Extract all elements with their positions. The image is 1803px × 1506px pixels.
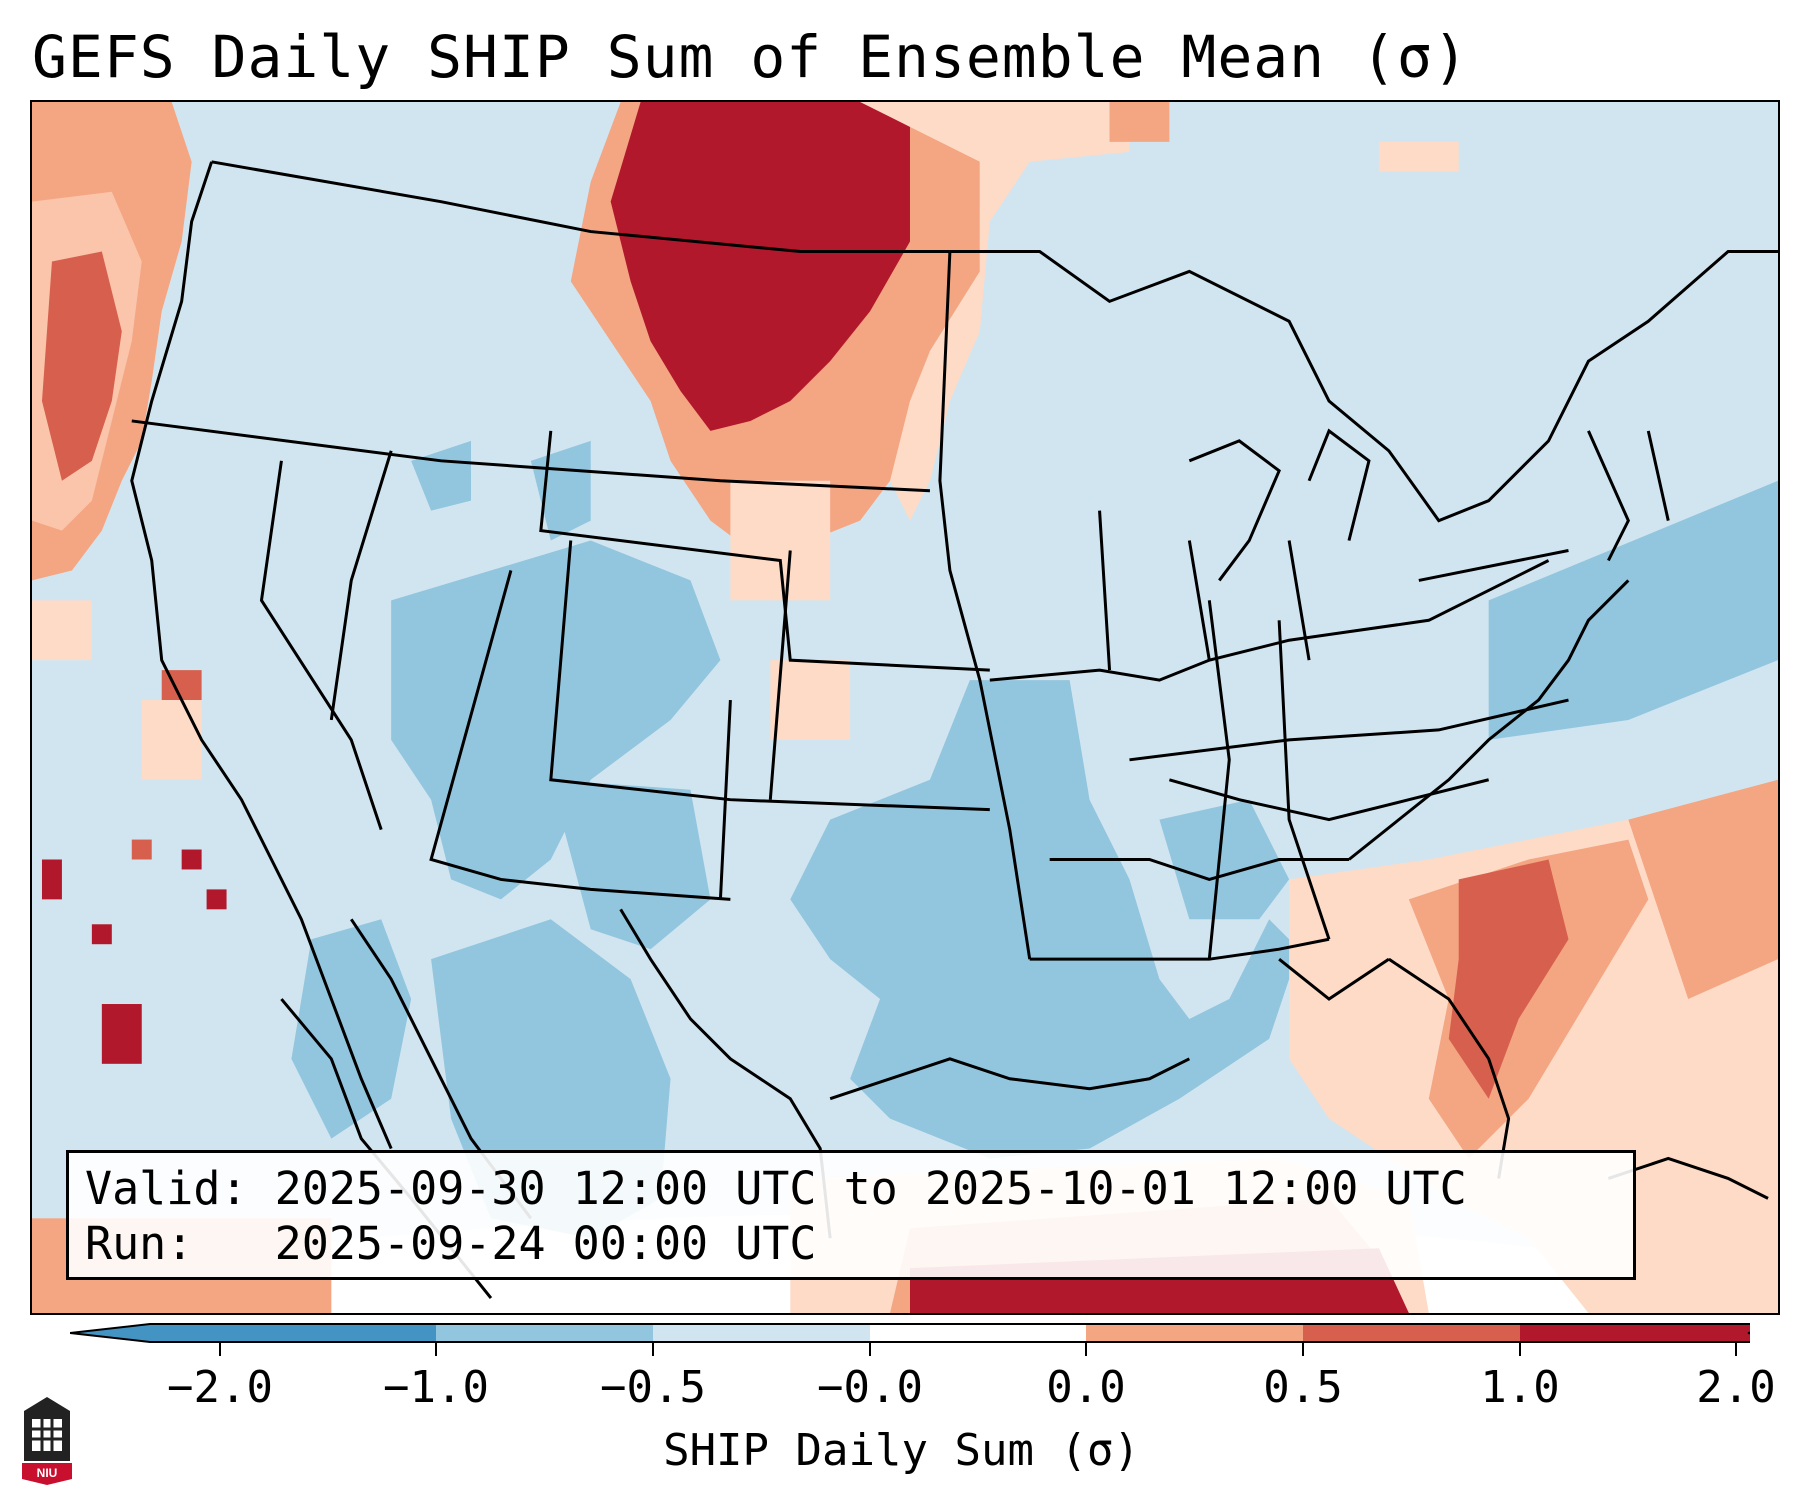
colorbar-extend-low: [70, 1324, 150, 1342]
niu-logo-text: NIU: [37, 1466, 58, 1480]
valid-run-info-box: Valid: 2025-09-30 12:00 UTC to 2025-10-0…: [66, 1150, 1636, 1280]
state-boundaries: [130, 160, 1778, 1239]
colorbar-tick-label: −0.0: [817, 1362, 923, 1413]
colorbar-tick-label: −2.0: [167, 1362, 273, 1413]
colorbar-label: SHIP Daily Sum (σ): [663, 1425, 1140, 1476]
colorbar-tick-label: 0.0: [1046, 1362, 1126, 1413]
map-panel: [30, 100, 1780, 1315]
map-canvas: [32, 102, 1778, 1313]
niu-logo-banner: [22, 1463, 72, 1485]
valid-time-text: Valid: 2025-09-30 12:00 UTC to 2025-10-0…: [85, 1162, 1467, 1215]
run-time-text: Run: 2025-09-24 00:00 UTC: [85, 1217, 817, 1270]
colorbar-outline: [70, 1323, 1750, 1343]
colorbar-tick-label: −0.5: [600, 1362, 706, 1413]
south-central-negative-anomaly: [790, 480, 1778, 1229]
colorbar: [70, 1323, 1750, 1356]
colorbar-extend-low-body: [150, 1324, 220, 1342]
colorbar-tick-label: −1.0: [383, 1362, 489, 1413]
colorbar-segment: [1086, 1324, 1303, 1342]
colorbar-tick-label: 1.0: [1480, 1362, 1560, 1413]
colorbar-extend-high-body: [1736, 1324, 1750, 1342]
colorbar-segment: [1520, 1324, 1736, 1342]
colorbar-segment: [1303, 1324, 1520, 1342]
colorbar-segment: [436, 1324, 653, 1342]
colorbar-segment: [220, 1324, 436, 1342]
chart-title: GEFS Daily SHIP Sum of Ensemble Mean (σ): [32, 23, 1469, 91]
niu-logo: NIU: [22, 1397, 72, 1485]
colorbar-tick-label: 2.0: [1696, 1362, 1776, 1413]
northern-plains-anomaly: [570, 102, 1459, 740]
colorbar-segment: [653, 1324, 870, 1342]
colorbar-tick-label: 0.5: [1263, 1362, 1343, 1413]
niu-logo-window: [32, 1419, 62, 1451]
colorbar-segment-neutral: [870, 1324, 1086, 1342]
